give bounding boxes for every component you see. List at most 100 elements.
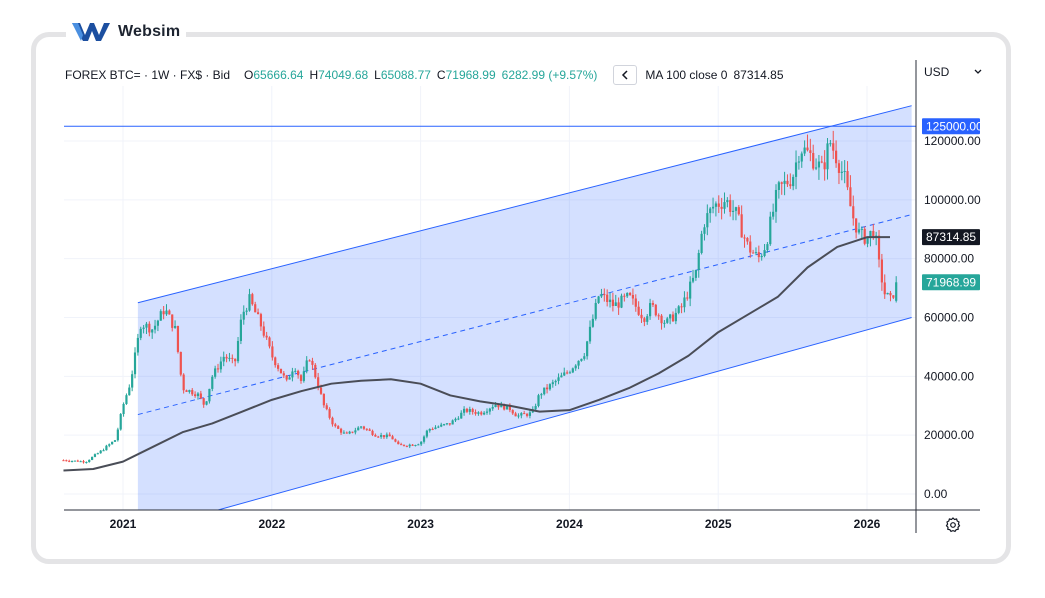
gear-icon[interactable] — [944, 516, 962, 534]
candle-body — [351, 431, 354, 433]
candle-body — [709, 208, 712, 214]
candle-body — [711, 206, 715, 209]
candle-body — [354, 430, 357, 433]
chart-frame — [31, 32, 1011, 564]
change-value: 6282.99 (+9.57%) — [501, 68, 598, 82]
y-tick-label: 80000.00 — [924, 252, 974, 266]
candle-body — [334, 424, 337, 427]
candle-body — [869, 230, 872, 238]
candle-body — [568, 372, 572, 374]
candle-body — [259, 314, 263, 327]
candle-body — [70, 460, 74, 462]
candle-body — [660, 315, 663, 324]
symbol-label[interactable]: FOREX BTC= · 1W · FX$ · Bid — [65, 68, 231, 82]
candle-body — [843, 171, 846, 173]
candle-body — [337, 426, 340, 429]
channel-lower-line — [216, 317, 912, 510]
candle-body — [271, 346, 274, 358]
candle-body — [339, 428, 343, 433]
candle-body — [640, 314, 643, 319]
brand-logo[interactable]: Websim — [66, 20, 187, 44]
ma-indicator-label[interactable]: MA 100 close 0 — [645, 68, 728, 82]
hline-tag-label: 125000.00 — [926, 119, 983, 133]
x-tick-label: 2026 — [854, 517, 881, 531]
candle-body — [648, 303, 652, 317]
candle-body — [634, 298, 637, 307]
candle-body — [382, 435, 386, 438]
candle-body — [737, 207, 740, 215]
candle-body — [600, 294, 603, 297]
currency-label: USD — [924, 65, 950, 79]
candle-body — [892, 295, 895, 298]
candle-body — [789, 184, 792, 187]
candle-body — [90, 456, 94, 460]
candle-body — [76, 460, 79, 462]
currency-selector[interactable]: USD — [924, 63, 982, 81]
candle-body — [860, 228, 863, 230]
candle-body — [654, 304, 657, 316]
candle-body — [214, 368, 217, 377]
candle-body — [208, 388, 211, 402]
candle-body — [471, 409, 474, 413]
candle-body — [740, 214, 743, 238]
candle-body — [731, 210, 735, 212]
candle-body — [832, 143, 835, 151]
candle-body — [153, 325, 157, 330]
candle-body — [216, 368, 220, 370]
candle-body — [254, 304, 257, 313]
channel-mid-line — [137, 214, 912, 416]
high-label: H — [309, 68, 319, 82]
candle-body — [442, 424, 446, 426]
candle-body — [763, 250, 766, 256]
candle-body — [780, 182, 783, 184]
candle-body — [757, 252, 760, 258]
collapse-legend-button[interactable] — [613, 65, 638, 85]
candle-body — [202, 398, 205, 405]
candle-body — [256, 312, 260, 315]
open-label: O — [244, 68, 254, 82]
y-tick-label: 100000.00 — [924, 193, 981, 207]
candle-body — [365, 428, 368, 430]
x-tick-label: 2022 — [258, 517, 285, 531]
candle-body — [637, 306, 640, 315]
candle-body — [777, 182, 780, 190]
candle-body — [563, 372, 566, 376]
candle-body — [877, 235, 881, 260]
candle-body — [517, 415, 520, 417]
candle-body — [706, 213, 709, 228]
candle-body — [245, 310, 248, 312]
candle-body — [666, 318, 669, 323]
candle-body — [388, 434, 391, 437]
candle-body — [488, 408, 491, 412]
candle-body — [325, 405, 328, 410]
candle-body — [697, 252, 700, 271]
candle-body — [145, 323, 148, 328]
candle-body — [397, 441, 400, 445]
candle-body — [85, 461, 88, 463]
candle-body — [866, 237, 869, 244]
candle-body — [608, 299, 612, 302]
high-value: 74049.68 — [318, 68, 369, 82]
candle-body — [228, 357, 231, 359]
candle-body — [703, 227, 706, 234]
candle-body — [886, 292, 889, 295]
candle-body — [394, 439, 397, 442]
candle-body — [82, 461, 85, 463]
candle-body — [348, 431, 351, 434]
candle-body — [814, 167, 818, 169]
candle-body — [408, 444, 411, 447]
low-label: L — [374, 68, 381, 82]
candle-body — [454, 418, 457, 421]
candle-body — [417, 444, 420, 446]
candle-body — [225, 356, 228, 359]
candle-body — [377, 436, 380, 438]
candle-body — [557, 377, 560, 381]
candle-body — [411, 444, 414, 446]
y-tick-label: 120000.00 — [924, 134, 981, 148]
candle-body — [525, 413, 529, 416]
candle-body — [420, 441, 423, 445]
candle-body — [723, 202, 726, 209]
candle-body — [305, 360, 308, 372]
candle-body — [643, 318, 646, 322]
